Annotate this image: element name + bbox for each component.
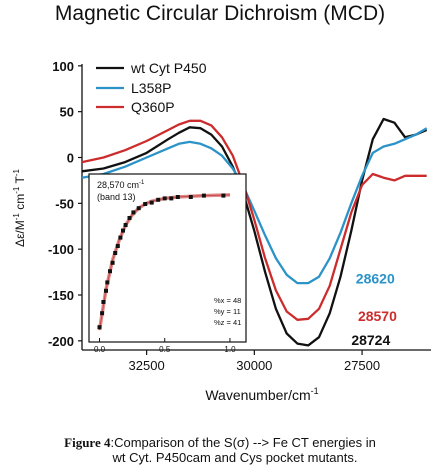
- y-tick-label: -150: [48, 288, 74, 303]
- inset-data-point: [127, 216, 132, 220]
- x-axis-label: Wavenumber/cm-1: [205, 386, 318, 403]
- y-axis-label-sup1: -1: [12, 213, 21, 221]
- y-tick-label: 0: [67, 151, 74, 166]
- figure-caption-line1: Figure 4:Comparison of the S(σ) --> Fe C…: [64, 435, 376, 450]
- y-axis-label: Δε/M-1 cm-1 T-1: [12, 169, 27, 247]
- inset-data-point: [162, 196, 167, 201]
- inset-data-point: [136, 206, 141, 211]
- inset-data-point: [143, 202, 148, 206]
- x-tick-label: 27500: [344, 358, 380, 373]
- x-tick-label: 30000: [236, 358, 272, 373]
- inset-data-point: [201, 193, 206, 198]
- inset-x-ticks: 0.0 0.5 1.0: [94, 338, 236, 354]
- inset-stat-x: %x = 48: [214, 296, 241, 305]
- inset-label-energy: 28,570 cm-1: [97, 180, 145, 190]
- y-ticks: 100 50 0 -50 -100 -150 -200: [48, 59, 82, 349]
- peak-annotation-0: 28620: [356, 270, 395, 286]
- inset-data-point: [118, 235, 123, 240]
- legend-label-wt: wt Cyt P450: [130, 60, 207, 76]
- inset-data-point: [104, 288, 108, 293]
- inset-data-point: [115, 244, 120, 248]
- inset-data-point: [123, 223, 128, 227]
- inset-data-point: [175, 195, 180, 199]
- inset-data-point: [113, 251, 118, 255]
- y-tick-label: -50: [55, 196, 74, 211]
- peak-annotations: 28620 28570 28724: [351, 270, 397, 347]
- inset-x-tick-label: 0.5: [159, 345, 171, 354]
- inset-data-point: [101, 300, 106, 304]
- y-tick-label: -100: [48, 242, 74, 257]
- inset-data-point: [105, 280, 110, 285]
- inset-data-point: [121, 228, 125, 233]
- y-tick-label: -200: [48, 334, 74, 349]
- peak-annotation-2: 28724: [351, 332, 390, 348]
- peak-annotation-1: 28570: [358, 308, 397, 324]
- series-line-0: [81, 117, 428, 347]
- series-line-2: [81, 119, 427, 321]
- main-plot: 100 50 0 -50 -100 -150 -200 32500 30000 27500 28…: [48, 59, 431, 373]
- inset-data-point: [110, 260, 115, 265]
- inset-data-point: [108, 269, 112, 274]
- x-ticks: 32500 30000 27500: [129, 350, 380, 373]
- inset-data-point: [100, 311, 105, 316]
- inset-data-point: [169, 196, 174, 201]
- y-tick-label: 50: [60, 105, 74, 120]
- legend-label-q360p: Q360P: [131, 99, 175, 115]
- inset-data-point: [97, 325, 102, 330]
- inset-label-band: (band 13): [97, 192, 136, 202]
- inset-data-point: [149, 200, 154, 205]
- inset-stat-y: %y = 11: [214, 307, 241, 316]
- inset-x-tick-label: 0.0: [94, 345, 106, 354]
- y-axis-label-sup3: -1: [12, 169, 21, 177]
- figure-title: Magnetic Circular Dichroism (MCD): [55, 2, 385, 25]
- x-tick-label: 32500: [129, 358, 165, 373]
- inset-data-point: [221, 193, 226, 198]
- inset-stat-z: %z = 41: [214, 318, 241, 327]
- series-layer: [81, 117, 428, 347]
- inset-data-point: [131, 210, 136, 215]
- inset-data-layer: [97, 193, 231, 331]
- inset-frame: [88, 173, 247, 343]
- series-line-1: [81, 127, 428, 285]
- inset-data-point: [156, 197, 161, 202]
- inset-x-tick-label: 1.0: [224, 345, 236, 354]
- y-tick-label: 100: [52, 59, 74, 74]
- legend: wt Cyt P450 L358P Q360P: [96, 60, 207, 115]
- inset-data-point: [188, 195, 193, 199]
- figure-caption-line2: wt Cyt. P450cam and Cys pocket mutants.: [112, 450, 358, 465]
- inset-plot: 28,570 cm-1 (band 13) %x = 48 %y = 11 %z…: [88, 173, 247, 354]
- y-axis-label-sup2: -1: [12, 186, 21, 194]
- legend-label-l358p: L358P: [131, 80, 171, 96]
